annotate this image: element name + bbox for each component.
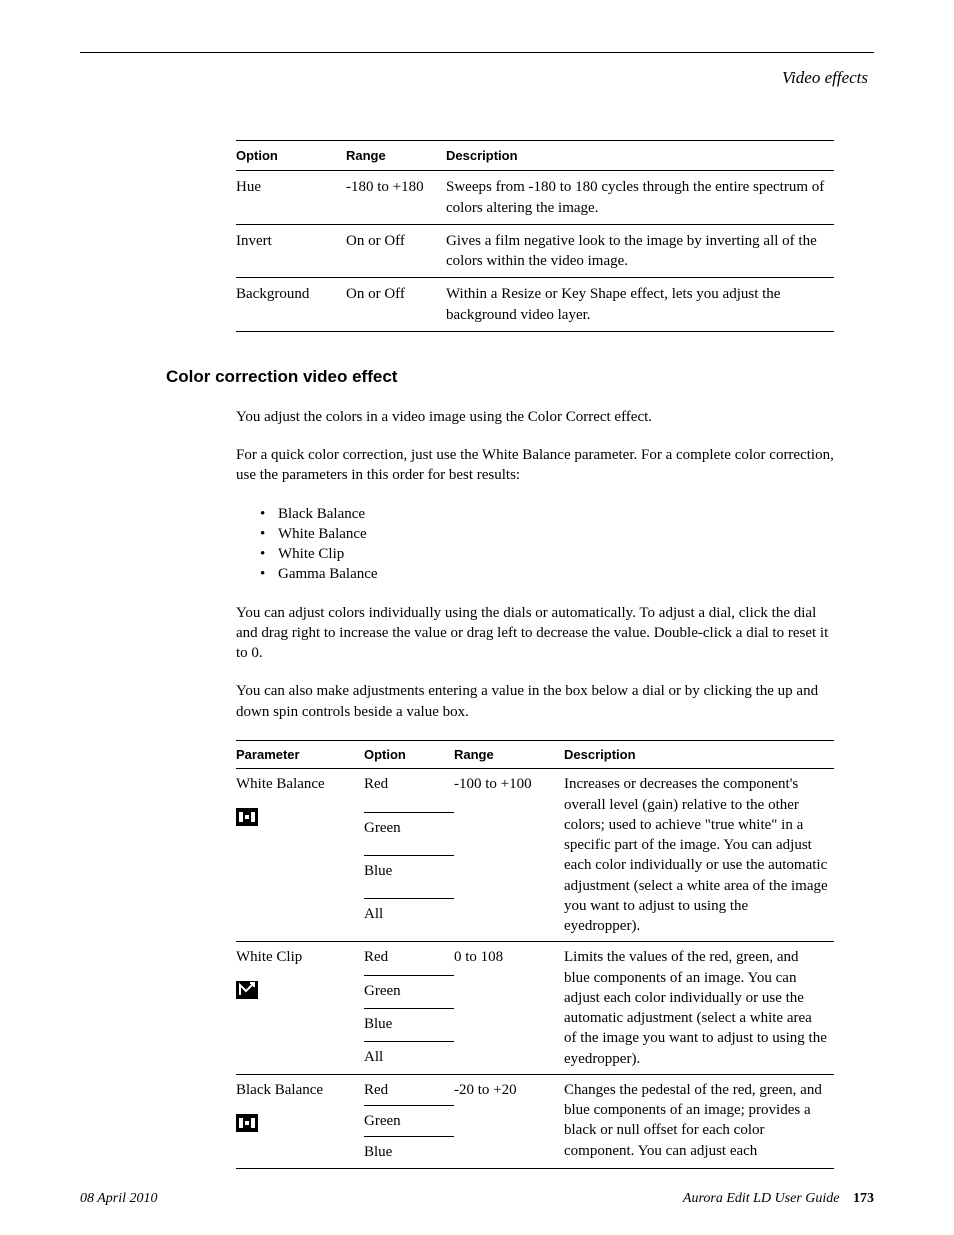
cell-description: Sweeps from -180 to 180 cycles through t…	[446, 171, 834, 225]
parameter-name: White Balance	[236, 774, 358, 794]
cell-parameter: White Balance	[236, 769, 364, 942]
cell-description: Increases or decreases the component's o…	[564, 769, 834, 942]
footer-doc: Aurora Edit LD User Guide 173	[683, 1190, 874, 1209]
running-head: Video effects	[80, 67, 874, 90]
table-row: White ClipRed0 to 108Limits the values o…	[236, 942, 834, 975]
section-body: You adjust the colors in a video image u…	[236, 407, 834, 1169]
cell-option: Background	[236, 278, 346, 332]
cell-option: Blue	[364, 855, 454, 898]
table-row: InvertOn or OffGives a film negative loo…	[236, 224, 834, 278]
cell-description: Within a Resize or Key Shape effect, let…	[446, 278, 834, 332]
cell-range: -20 to +20	[454, 1074, 564, 1168]
footer-page-number: 173	[853, 1191, 874, 1206]
cell-option: Blue	[364, 1008, 454, 1041]
balance-icon	[236, 1114, 258, 1132]
list-item: White Clip	[260, 544, 834, 564]
content-area: Option Range Description Hue-180 to +180…	[236, 140, 834, 332]
page: Video effects Option Range Description H…	[0, 0, 954, 1235]
cell-range: 0 to 108	[454, 942, 564, 1075]
col-header-description: Description	[564, 740, 834, 769]
list-item: Black Balance	[260, 504, 834, 524]
cell-range: -100 to +100	[454, 769, 564, 942]
cell-option: Invert	[236, 224, 346, 278]
cell-option: Hue	[236, 171, 346, 225]
cell-range: On or Off	[346, 278, 446, 332]
footer-date: 08 April 2010	[80, 1190, 158, 1209]
col-header-range: Range	[346, 140, 446, 171]
footer-doc-title: Aurora Edit LD User Guide	[683, 1191, 840, 1206]
cell-range: On or Off	[346, 224, 446, 278]
page-footer: 08 April 2010 Aurora Edit LD User Guide …	[80, 1190, 874, 1209]
section-heading: Color correction video effect	[166, 366, 874, 389]
para-dials: You can adjust colors individually using…	[236, 603, 834, 664]
para-intro: You adjust the colors in a video image u…	[236, 407, 834, 427]
list-item: Gamma Balance	[260, 564, 834, 584]
cell-description: Gives a film negative look to the image …	[446, 224, 834, 278]
order-list: Black BalanceWhite BalanceWhite ClipGamm…	[260, 504, 834, 585]
table-row: BackgroundOn or OffWithin a Resize or Ke…	[236, 278, 834, 332]
parameter-name: Black Balance	[236, 1080, 358, 1100]
para-spin: You can also make adjustments entering a…	[236, 681, 834, 722]
col-header-option: Option	[364, 740, 454, 769]
cell-option: Green	[364, 975, 454, 1008]
cell-description: Changes the pedestal of the red, green, …	[564, 1074, 834, 1168]
cell-option: Red	[364, 1074, 454, 1105]
options-table: Option Range Description Hue-180 to +180…	[236, 140, 834, 332]
col-header-parameter: Parameter	[236, 740, 364, 769]
cell-option: All	[364, 899, 454, 942]
cell-option: Green	[364, 1106, 454, 1137]
cell-option: Red	[364, 769, 454, 812]
table-row: White BalanceRed-100 to +100Increases or…	[236, 769, 834, 812]
col-header-range: Range	[454, 740, 564, 769]
cell-option: Red	[364, 942, 454, 975]
top-rule	[80, 52, 874, 53]
parameter-name: White Clip	[236, 947, 358, 967]
cell-option: Blue	[364, 1137, 454, 1168]
table-row: Black BalanceRed-20 to +20Changes the pe…	[236, 1074, 834, 1105]
cell-parameter: White Clip	[236, 942, 364, 1075]
col-header-description: Description	[446, 140, 834, 171]
balance-icon	[236, 808, 258, 826]
cell-option: All	[364, 1041, 454, 1074]
col-header-option: Option	[236, 140, 346, 171]
cell-description: Limits the values of the red, green, and…	[564, 942, 834, 1075]
table-row: Hue-180 to +180Sweeps from -180 to 180 c…	[236, 171, 834, 225]
cell-range: -180 to +180	[346, 171, 446, 225]
list-item: White Balance	[260, 524, 834, 544]
para-order-intro: For a quick color correction, just use t…	[236, 445, 834, 486]
cell-parameter: Black Balance	[236, 1074, 364, 1168]
parameters-table: Parameter Option Range Description White…	[236, 740, 834, 1169]
clip-icon	[236, 981, 258, 999]
cell-option: Green	[364, 812, 454, 855]
